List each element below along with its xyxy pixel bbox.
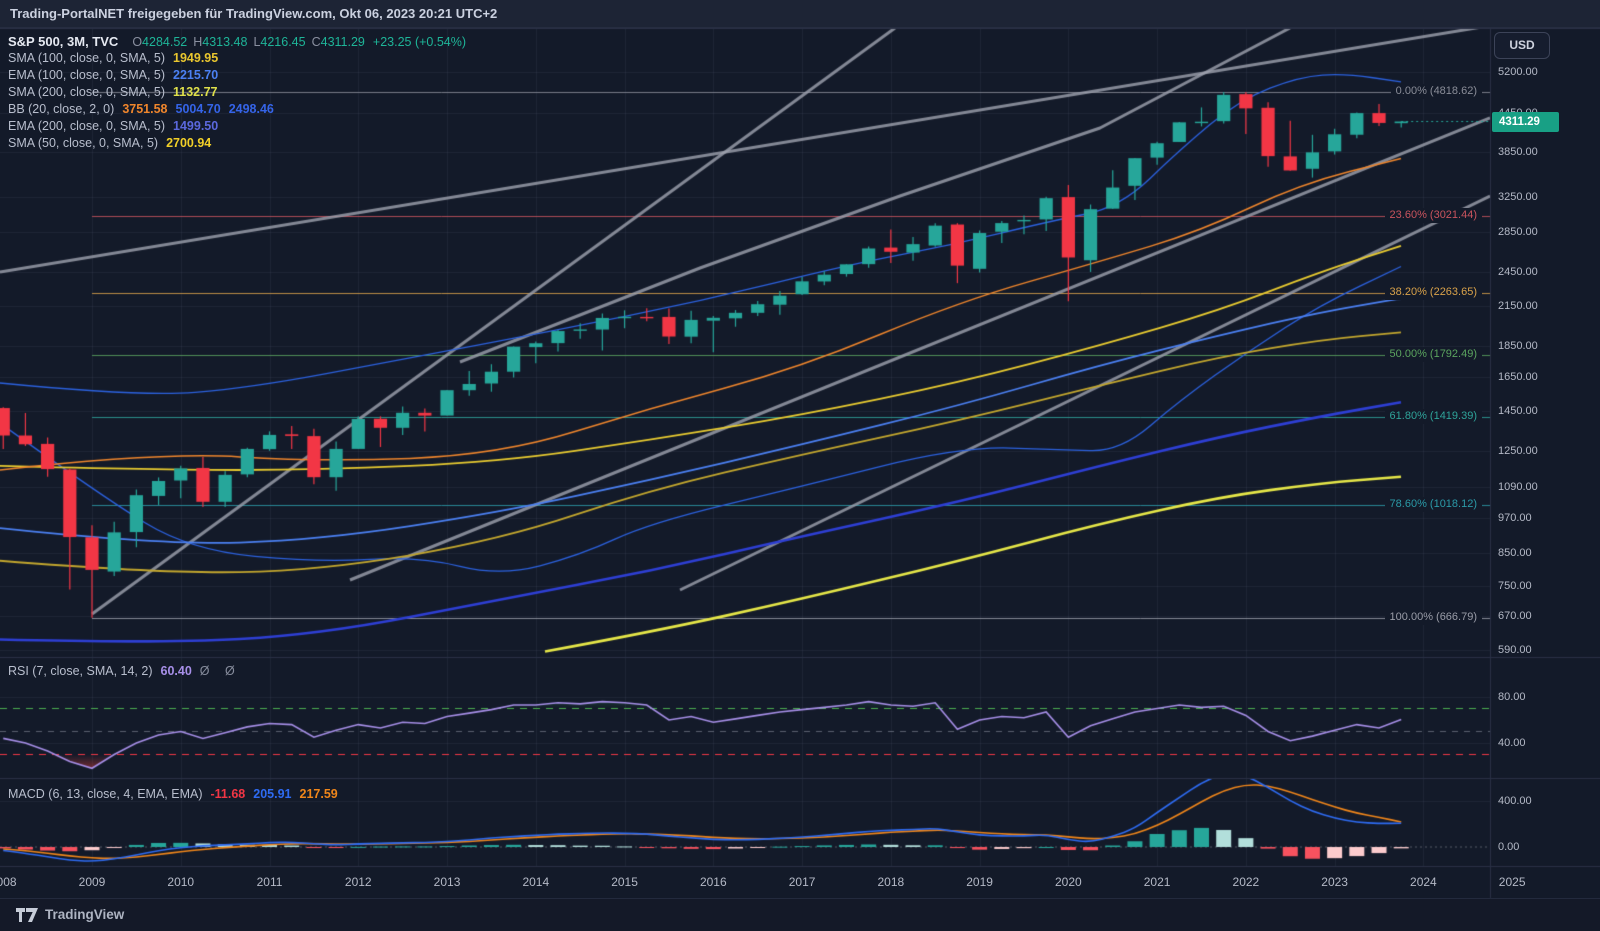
fib-level-label: 50.00% (1792.49) [1384,346,1482,362]
indicator-value: 2700.94 [166,136,212,150]
ohlc-key: H [193,35,203,49]
symbol-row[interactable]: S&P 500, 3M, TVC O4284.52 H4313.48 L4216.45… [8,33,466,50]
macd-label: MACD (6, 13, close, 4, EMA, EMA) [8,787,203,801]
year-label: 2025 [1498,875,1526,889]
price-tick: 3850.00 [1498,145,1538,158]
indicator-label: SMA (50, close, 0, SMA, 5) [8,136,159,150]
tradingview-logo-icon [16,907,38,922]
year-label: 2019 [966,875,993,889]
tradingview-logo[interactable]: TradingView [16,907,124,922]
price-tick: 1850.00 [1498,340,1538,353]
rsi-tick: 40.00 [1498,737,1526,749]
ohlc-value: 4311.29 [320,35,365,49]
rsi-hidden-plot-symbol: Ø [224,664,241,678]
price-tick: 2450.00 [1498,265,1538,278]
price-tick: 1090.00 [1498,481,1538,493]
price-tick: 3250.00 [1498,190,1538,203]
fib-level-label: 23.60% (3021.44) [1384,208,1482,223]
indicator-value: 2498.46 [228,102,274,116]
fib-level-label: 0.00% (4818.62) [1390,83,1482,99]
fib-level-label: 61.80% (1419.39) [1384,408,1482,424]
year-label: 2013 [433,875,461,889]
rsi-tick: 80.00 [1498,691,1526,703]
rsi-hidden-plot-symbol: Ø [199,664,225,678]
tradingview-logo-text: TradingView [45,907,125,922]
window-title: Trading-PortalNET freigegeben für Tradin… [0,0,1600,28]
year-label: 2009 [78,875,106,889]
year-label: 2011 [256,875,283,889]
price-tick: 5200.00 [1498,65,1538,78]
price-tick: 2850.00 [1498,225,1538,238]
change-value: +23.25 (+0.54%) [372,35,467,49]
rsi-label: RSI (7, close, SMA, 14, 2) [8,664,153,678]
indicator-value: 1499.50 [173,119,219,133]
legend-indicator-row[interactable]: SMA (50, close, 0, SMA, 5) 2700.94 [8,135,466,152]
ohlc-value: 4313.48 [202,35,248,49]
ohlc-key: O [132,35,143,49]
fib-level-label: 78.60% (1018.12) [1384,497,1482,513]
ohlc-key: C [311,35,321,49]
ohlc-value: 4284.52 [142,35,188,49]
price-tick: 670.00 [1498,610,1532,623]
macd-legend-row[interactable]: MACD (6, 13, close, 4, EMA, EMA) -11.68 20… [8,786,346,803]
legend-indicator-row[interactable]: EMA (100, close, 0, SMA, 5) 2215.70 [8,67,466,84]
year-label: 2014 [522,875,550,889]
price-tick: 750.00 [1498,580,1532,593]
price-tick: 970.00 [1498,512,1532,524]
legend-indicator-row[interactable]: EMA (200, close, 0, SMA, 5) 1499.50 [8,118,466,135]
macd-tick: 0.00 [1498,841,1520,853]
price-tick: 2150.00 [1498,300,1538,313]
year-label: 2021 [1143,875,1171,889]
price-tick: 1450.00 [1498,405,1538,418]
currency-button[interactable]: USD [1494,32,1550,59]
indicator-label: SMA (100, close, 0, SMA, 5) [8,51,166,65]
indicator-value: 3751.58 [122,102,168,116]
fib-level-label: 100.00% (666.79) [1384,609,1482,625]
legend: S&P 500, 3M, TVC O4284.52 H4313.48 L4216.45… [8,33,466,152]
price-tick: 850.00 [1498,547,1532,560]
fib-level-label: 38.20% (2263.65) [1384,284,1482,300]
year-label: 2008 [0,875,17,889]
indicator-label: BB (20, close, 2, 0) [8,102,115,116]
macd-tick: 400.00 [1498,795,1532,807]
year-label: 2010 [167,875,195,889]
year-label: 2022 [1232,875,1260,889]
year-label: 2015 [611,875,638,889]
price-tick: 590.00 [1498,644,1532,657]
indicator-label: SMA (200, close, 0, SMA, 5) [8,85,166,99]
symbol-name: S&P 500, 3M, TVC [8,34,119,49]
indicator-label: EMA (100, close, 0, SMA, 5) [8,68,166,82]
ohlc-value: 4216.45 [260,35,306,49]
macd-value: -11.68 [210,787,246,801]
year-label: 2024 [1410,875,1437,889]
rsi-legend-row[interactable]: RSI (7, close, SMA, 14, 2) 60.40 Ø Ø [8,663,241,680]
legend-indicator-row[interactable]: SMA (200, close, 0, SMA, 5) 1132.77 [8,84,466,101]
macd-value: 217.59 [299,787,338,801]
year-label: 2017 [788,875,816,889]
year-label: 2016 [699,875,727,889]
last-price-label: 4311.29 [1492,111,1559,132]
footer-bar: TradingView [0,898,1600,931]
legend-indicator-row[interactable]: BB (20, close, 2, 0) 3751.58 5004.70 2498.4… [8,101,466,118]
price-tick: 1250.00 [1498,444,1538,457]
indicator-value: 1949.95 [173,51,219,65]
year-label: 2023 [1321,875,1348,889]
indicator-value: 5004.70 [175,102,221,116]
macd-value: 205.91 [253,787,292,801]
year-label: 2018 [877,875,905,889]
ohlc-key: L [253,35,261,49]
indicator-value: 2215.70 [173,68,219,82]
indicator-value: 1132.77 [173,85,218,99]
rsi-value: 60.40 [160,664,192,678]
indicator-label: EMA (200, close, 0, SMA, 5) [8,119,166,133]
price-tick: 1650.00 [1498,370,1538,383]
legend-indicator-row[interactable]: SMA (100, close, 0, SMA, 5) 1949.95 [8,50,466,67]
year-label: 2012 [344,875,372,889]
rsi-hidden-plots: Ø Ø [200,664,241,678]
year-label: 2020 [1055,875,1082,889]
